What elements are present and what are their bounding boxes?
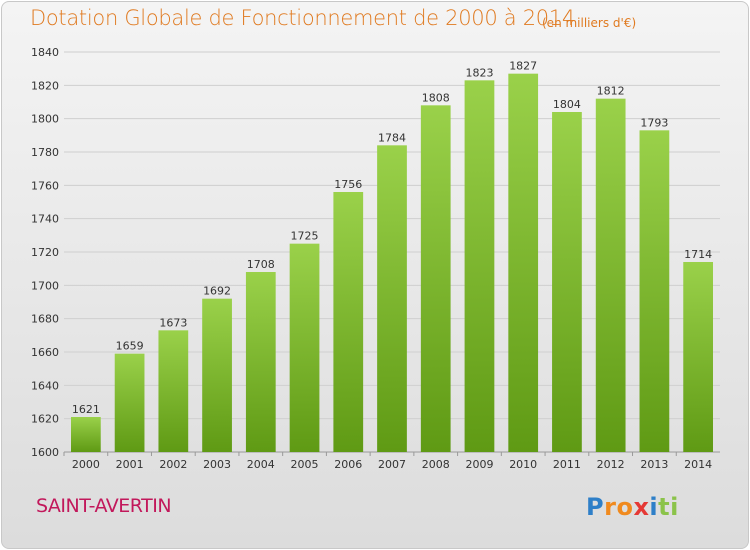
y-tick-label: 1780 (31, 146, 59, 159)
data-label: 1793 (640, 116, 668, 129)
logo-letter: x (633, 493, 650, 521)
chart-subtitle: (en milliers d'€) (542, 16, 637, 30)
y-tick-label: 1840 (31, 46, 59, 59)
y-tick-label: 1600 (31, 446, 59, 459)
data-labels: 1621 1659 1673 1692 1708 1725 1756 1784 1808 1823… (72, 60, 712, 416)
bar-2008 (420, 105, 451, 452)
data-label: 1673 (159, 316, 187, 329)
y-tick-label: 1660 (31, 346, 59, 359)
data-label: 1812 (597, 85, 625, 98)
bar-2014 (683, 262, 714, 452)
bar-2001 (114, 353, 145, 452)
x-tick-label: 2002 (159, 458, 187, 471)
data-label: 1621 (72, 403, 100, 416)
y-tick-labels: 1600 1620 1640 1660 1680 1700 1720 1740 1760 1780… (31, 46, 59, 459)
x-tick-label: 2003 (203, 458, 231, 471)
y-tick-label: 1820 (31, 79, 59, 92)
y-tick-label: 1800 (31, 113, 59, 126)
x-tick-label: 2013 (640, 458, 668, 471)
data-label: 1659 (116, 340, 144, 353)
x-tick-label: 2007 (378, 458, 406, 471)
y-tick-label: 1680 (31, 313, 59, 326)
bar-2005 (289, 243, 320, 452)
x-tick-label: 2001 (116, 458, 144, 471)
bar-2013 (639, 130, 670, 453)
bar-2004 (245, 272, 276, 452)
data-label: 1708 (247, 258, 275, 271)
x-tick-label: 2014 (684, 458, 712, 471)
logo-letter: P (586, 493, 605, 521)
bar-2000 (70, 417, 101, 452)
x-tick-label: 2006 (334, 458, 362, 471)
y-tick-label: 1760 (31, 179, 59, 192)
bar-2012 (595, 98, 626, 453)
logo-letter: i (649, 493, 659, 521)
data-label: 1808 (422, 91, 450, 104)
x-tick-label: 2012 (597, 458, 625, 471)
data-label: 1692 (203, 285, 231, 298)
y-tick-label: 1700 (31, 279, 59, 292)
x-tick-label: 2005 (291, 458, 319, 471)
data-label: 1823 (465, 66, 493, 79)
bar-2010 (508, 73, 539, 453)
x-tick-label: 2011 (553, 458, 581, 471)
y-tick-label: 1720 (31, 246, 59, 259)
x-tick-label: 2004 (247, 458, 275, 471)
logo-letter: r (604, 493, 617, 521)
data-label: 1756 (334, 178, 362, 191)
x-tick-label: 2010 (509, 458, 537, 471)
x-tick-label: 2008 (422, 458, 450, 471)
logo-letter: o (616, 493, 634, 521)
y-tick-label: 1740 (31, 213, 59, 226)
bars (70, 73, 714, 453)
data-label: 1804 (553, 98, 581, 111)
commune-name: SAINT-AVERTIN (36, 495, 172, 517)
chart-title: Dotation Globale de Fonctionnement de 20… (30, 6, 575, 30)
y-tick-label: 1620 (31, 413, 59, 426)
x-tick-label: 2009 (465, 458, 493, 471)
data-label: 1725 (291, 230, 319, 243)
x-tick-labels: 2000 2001 2002 2003 2004 2005 2006 2007 2008 2009… (72, 458, 712, 471)
bar-2006 (333, 192, 364, 452)
bar-2002 (158, 330, 189, 452)
proxiti-logo: Proxiti (586, 493, 679, 521)
data-label: 1827 (509, 60, 537, 73)
data-label: 1784 (378, 131, 406, 144)
x-tick-label: 2000 (72, 458, 100, 471)
logo-letter: i (670, 493, 679, 521)
bar-2007 (377, 145, 407, 453)
y-tick-label: 1640 (31, 379, 59, 392)
data-label: 1714 (684, 248, 712, 261)
bar-2009 (464, 80, 495, 452)
bar-2003 (202, 298, 232, 452)
logo-letter: t (658, 493, 671, 521)
bar-2011 (552, 112, 582, 452)
